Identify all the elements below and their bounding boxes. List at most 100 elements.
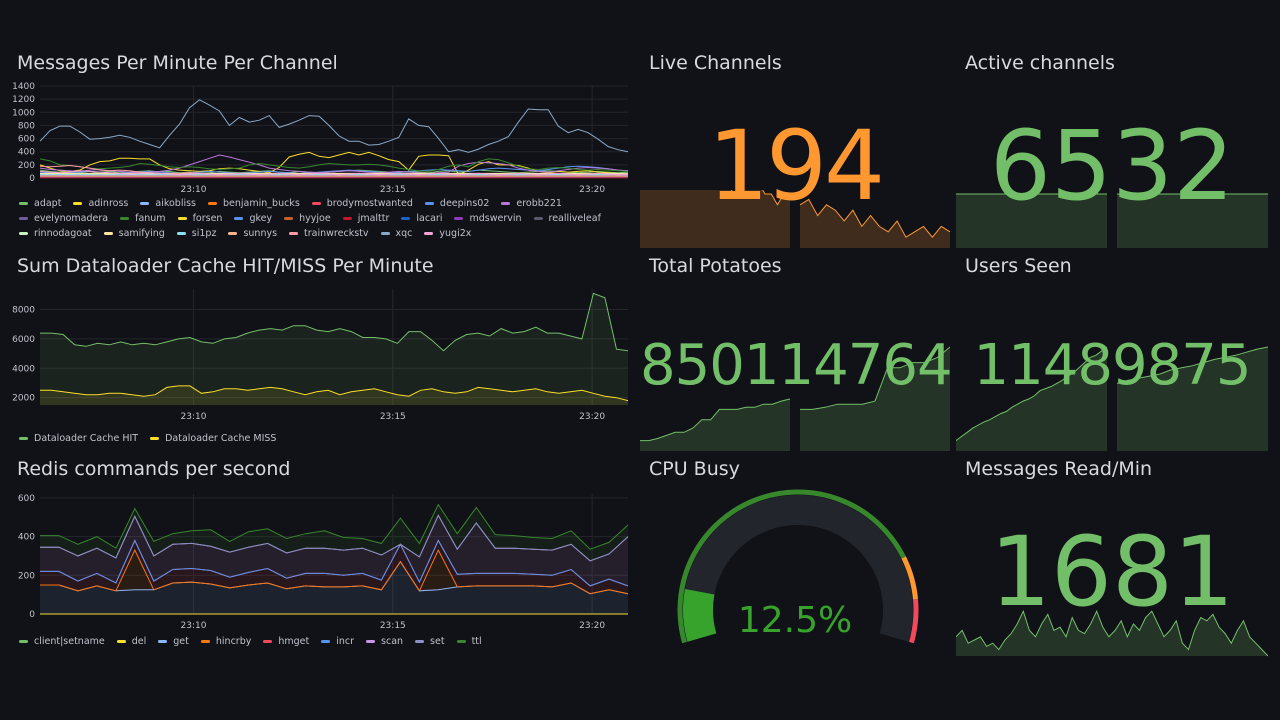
x-tick-label: 23:10 — [181, 412, 207, 422]
series-line-fanum[interactable] — [39, 158, 629, 172]
panel-title[interactable]: Messages Read/Min — [965, 458, 1153, 480]
legend-label: erobb221 — [516, 198, 562, 209]
legend-item[interactable]: adapt — [19, 198, 61, 209]
series-line-Dataloader Cache HIT[interactable] — [40, 292, 629, 352]
sparkline-line — [640, 398, 791, 442]
cache-chart[interactable]: 2000 4000 6000 8000 23:10 23:15 23:20 — [8, 283, 632, 458]
x-tick-label: 23:15 — [380, 412, 406, 422]
sparkline-line — [800, 346, 950, 410]
x-tick-label: 23:15 — [380, 621, 406, 631]
legend-swatch — [380, 232, 390, 235]
y-tick-label: 600 — [18, 494, 35, 504]
panel-messages-per-minute: Messages Per Minute Per Channel 0 200 400 6… — [8, 52, 632, 247]
legend-label: hmget — [278, 636, 310, 647]
panel-redis-commands: Redis commands per second 0 200 400 600 23:1… — [8, 458, 632, 653]
legend-item[interactable]: aikobliss — [140, 198, 196, 209]
y-tick-label: 4000 — [12, 364, 35, 374]
panel-title[interactable]: Redis commands per second — [17, 458, 291, 480]
panel-cache-hit-miss: Sum Dataloader Cache HIT/MISS Per Minute… — [8, 255, 632, 450]
legend-label: get — [173, 636, 189, 647]
panel-title[interactable]: Users Seen — [965, 255, 1072, 277]
panel-title[interactable]: Total Potatoes — [649, 255, 782, 277]
legend-item[interactable]: fanum — [120, 213, 166, 224]
legend-item[interactable]: xqc — [380, 228, 412, 239]
legend-item[interactable]: brodymostwanted — [311, 198, 413, 209]
panel-title[interactable]: Active channels — [965, 52, 1115, 74]
series-line-erobb221[interactable] — [39, 154, 629, 174]
legend-item[interactable]: benjamin_bucks — [208, 198, 300, 209]
panel-messages-read: Messages Read/Min 1681 — [956, 458, 1268, 657]
x-tick-label: 23:15 — [380, 185, 406, 195]
panel-title[interactable]: Messages Per Minute Per Channel — [17, 52, 338, 74]
legend-item[interactable]: client|setname — [19, 636, 105, 647]
legend-label: trainwreckstv — [304, 228, 369, 239]
y-tick-label: 6000 — [12, 335, 35, 345]
series-line-hincrby[interactable] — [40, 548, 629, 595]
legend-item[interactable]: yugi2x — [424, 228, 471, 239]
sparkline — [956, 609, 1268, 657]
legend-swatch — [19, 217, 28, 220]
sparkline-line — [799, 198, 950, 238]
legend-label: brodymostwanted — [326, 198, 413, 209]
legend-swatch — [424, 232, 434, 235]
legend-item[interactable]: rinnodagoat — [19, 228, 92, 239]
legend-label: yugi2x — [439, 228, 472, 239]
panel-title[interactable]: CPU Busy — [649, 458, 740, 480]
legend-item[interactable]: del — [116, 636, 146, 647]
legend-item[interactable]: evelynomadera — [19, 213, 108, 224]
legend-item[interactable]: jmalttr — [342, 213, 389, 224]
y-tick-label: 0 — [29, 610, 35, 620]
legend-item[interactable]: forsen — [177, 213, 222, 224]
sparkline-line — [956, 609, 1268, 657]
legend-item[interactable]: ttl — [456, 636, 482, 647]
legend-item[interactable]: deepins02 — [424, 198, 489, 209]
legend-item[interactable]: get — [158, 636, 189, 647]
legend-label: hyyjoe — [299, 213, 331, 224]
panel-users-seen: Users Seen 11489875 — [956, 255, 1268, 453]
legend-item[interactable]: mdswervin — [454, 213, 522, 224]
y-tick-label: 1000 — [12, 108, 35, 118]
legend-item[interactable]: Dataloader Cache HIT — [19, 433, 138, 444]
legend-item[interactable]: erobb221 — [501, 198, 562, 209]
messages-chart[interactable]: 0 200 400 600 800 1000 1200 1400 23:10 23:15 23:20 — [8, 80, 632, 220]
series-line-xqc[interactable] — [39, 99, 629, 153]
panel-title[interactable]: Sum Dataloader Cache HIT/MISS Per Minute — [17, 255, 434, 277]
series-line-yugi2x[interactable] — [39, 170, 629, 176]
legend-item[interactable]: trainwreckstv — [289, 228, 369, 239]
panel-total-potatoes: Total Potatoes 850114764 — [640, 255, 953, 453]
legend-item[interactable]: hincrby — [200, 636, 251, 647]
legend-item[interactable]: realliveleaf — [533, 213, 601, 224]
y-tick-label: 1200 — [12, 95, 35, 105]
legend-label: si1pz — [191, 228, 217, 239]
gauge-threshold-arc — [677, 489, 906, 644]
legend-item[interactable]: sunnys — [228, 228, 277, 239]
series-line-incr[interactable] — [40, 539, 629, 587]
legend-item[interactable]: si1pz — [176, 228, 217, 239]
legend: Dataloader Cache HIT Dataloader Cache MIS… — [19, 433, 619, 444]
legend-item[interactable]: incr — [321, 636, 354, 647]
stat-value: 6532 — [989, 110, 1235, 222]
legend-item[interactable]: gkey — [234, 213, 272, 224]
gauge-track — [683, 495, 913, 642]
redis-chart[interactable]: 0 200 400 600 23:10 23:15 23:20 — [8, 486, 632, 661]
legend-swatch — [73, 202, 83, 205]
y-tick-label: 1400 — [12, 82, 35, 92]
legend-item[interactable]: Dataloader Cache MISS — [150, 433, 276, 444]
legend-item[interactable]: hmget — [263, 636, 309, 647]
legend-item[interactable]: samifying — [103, 228, 165, 239]
series-line-ttl[interactable] — [40, 503, 629, 550]
legend-item[interactable]: lacari — [401, 213, 442, 224]
legend-item[interactable]: adinross — [73, 198, 128, 209]
legend-item[interactable]: set — [415, 636, 445, 647]
legend-item[interactable]: scan — [366, 636, 403, 647]
legend-item[interactable]: hyyjoe — [284, 213, 331, 224]
y-tick-label: 800 — [18, 121, 35, 131]
cpu-gauge — [677, 489, 919, 644]
legend-swatch — [234, 217, 244, 220]
gauge-value: 12.5% — [737, 600, 853, 641]
panel-title[interactable]: Live Channels — [649, 52, 782, 74]
series-line-Dataloader Cache MISS[interactable] — [40, 385, 629, 402]
legend-swatch — [228, 232, 238, 235]
sparkline-line — [730, 190, 790, 206]
series-line-set[interactable] — [40, 514, 629, 562]
